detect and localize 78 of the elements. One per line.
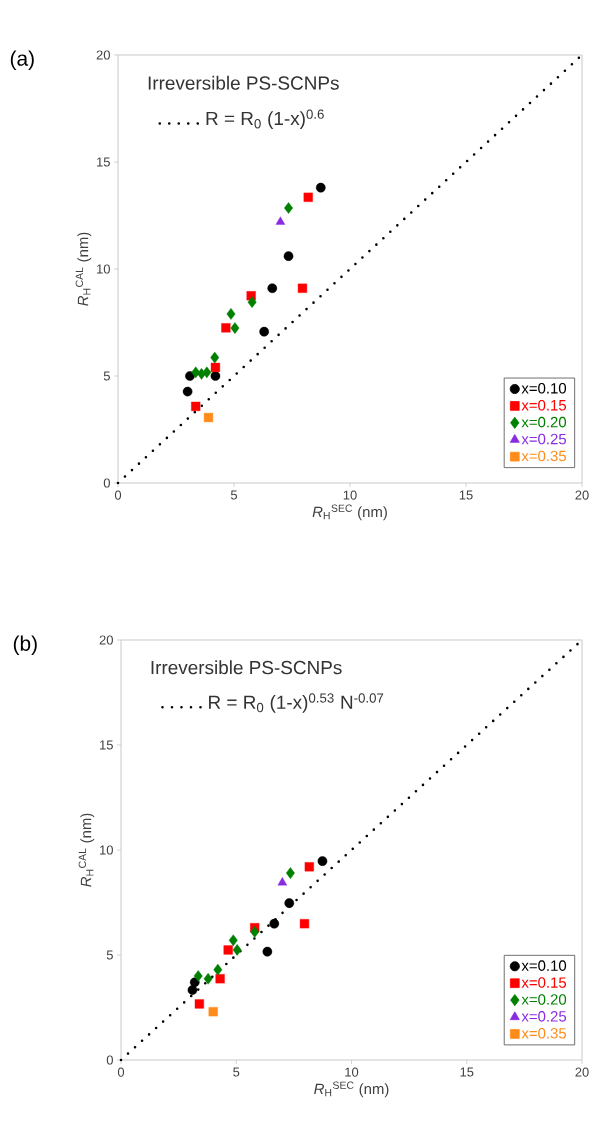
legend-label: x=0.25 <box>521 433 567 445</box>
point <box>202 366 212 379</box>
point <box>193 970 203 982</box>
legend-label: x=0.10 <box>521 383 567 394</box>
y-tick-label: 5 <box>106 950 113 960</box>
point <box>228 934 238 947</box>
x-tick-label: 15 <box>459 490 473 500</box>
point <box>226 308 236 320</box>
point <box>232 944 242 956</box>
point <box>215 974 225 984</box>
point <box>283 251 294 261</box>
point <box>315 182 326 193</box>
y-tick-label: 15 <box>100 740 113 750</box>
point <box>259 326 269 337</box>
legend-label: x=0.15 <box>521 977 567 988</box>
point <box>250 926 260 938</box>
point <box>208 1007 218 1017</box>
y-tick-label: 15 <box>97 157 110 167</box>
point <box>286 867 295 879</box>
y-tick-label: 20 <box>99 635 113 645</box>
point <box>267 283 278 294</box>
point <box>210 371 221 381</box>
point <box>262 946 273 957</box>
legend-label: x=0.35 <box>521 1027 567 1039</box>
point <box>213 963 223 976</box>
point <box>304 862 314 872</box>
legend-label: x=0.10 <box>521 960 567 971</box>
point <box>299 919 310 929</box>
x-tick-label: 20 <box>575 1067 589 1077</box>
x-tick-label: 10 <box>343 490 357 500</box>
point <box>269 918 280 929</box>
legend-label: R = R$_{0}$ (1-x)$^{0.53}$ N$^{-0.07}$ <box>209 693 384 713</box>
annotation: Irreversible PS-SCNPs <box>151 660 342 675</box>
point <box>210 362 221 373</box>
point <box>203 972 213 985</box>
x-axis-title: R$_{H}$$^{SEC}$ (nm) <box>312 504 387 521</box>
y-tick-label: 10 <box>97 264 110 274</box>
legend-label: x=0.35 <box>521 450 567 462</box>
point <box>297 283 308 293</box>
x-axis-title: R$_{H}$$^{SEC}$ (nm) <box>314 1081 389 1098</box>
y-tick-label: 0 <box>106 1055 113 1065</box>
x-tick-label: 15 <box>460 1067 474 1077</box>
y-tick-label: 0 <box>103 478 110 488</box>
point <box>221 323 231 333</box>
y-tick-label: 5 <box>103 371 110 381</box>
y-tick-label: 20 <box>96 50 110 60</box>
x-tick-label: 5 <box>230 490 238 500</box>
point <box>230 322 240 334</box>
y-tick-label: 10 <box>100 845 113 855</box>
point <box>303 192 313 202</box>
legend-label: x=0.20 <box>521 994 567 1005</box>
y-axis-title: R$_{H}$$^{CAL}$ (nm) <box>78 813 95 887</box>
y-axis-title: R$_{H}$$^{CAL}$ (nm) <box>75 232 92 306</box>
point <box>187 985 198 995</box>
point <box>284 898 295 908</box>
x-tick-label: 5 <box>233 1067 240 1077</box>
point <box>317 856 328 866</box>
chart-title: (a) <box>10 50 34 70</box>
point <box>191 401 201 411</box>
x-tick-label: 20 <box>575 490 589 500</box>
legend-label: x=0.25 <box>521 1011 567 1022</box>
chart-title: (b) <box>13 635 37 656</box>
x-tick-label: 0 <box>114 490 122 500</box>
point <box>247 296 257 308</box>
point <box>182 386 193 397</box>
legend-label: R = R$_{0}$ (1-x)$^{0.6}$ <box>206 109 324 129</box>
point <box>275 216 286 225</box>
point <box>194 999 204 1009</box>
legend-label: x=0.15 <box>521 399 567 411</box>
point <box>203 412 214 423</box>
annotation: Irreversible PS-SCNPs <box>148 75 339 90</box>
point <box>284 202 293 214</box>
x-tick-label: 0 <box>117 1067 125 1077</box>
legend-label: x=0.20 <box>521 416 567 428</box>
point <box>277 877 288 886</box>
point <box>223 945 233 955</box>
x-tick-label: 10 <box>345 1067 359 1077</box>
point <box>210 351 220 364</box>
